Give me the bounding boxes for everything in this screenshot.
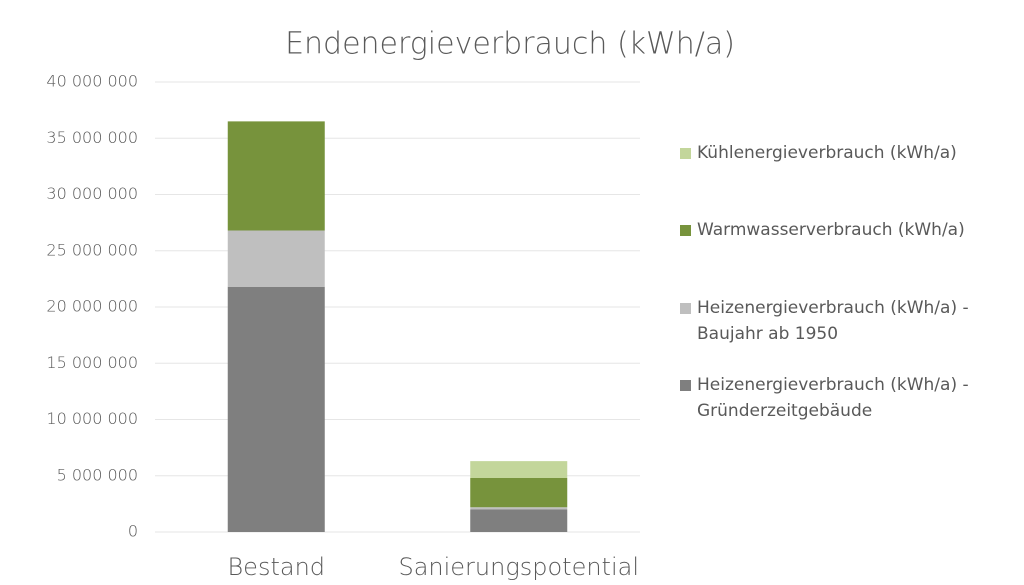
y-tick-label: 30 000 000 bbox=[46, 184, 138, 203]
legend-item: Warmwasserverbrauch (kWh/a) bbox=[680, 217, 980, 243]
chart-title: Endenergieverbrauch (kWh/a) bbox=[285, 27, 735, 62]
legend-swatch bbox=[680, 303, 691, 314]
legend-item: Heizenergieverbrauch (kWh/a) - Gründerze… bbox=[680, 372, 980, 424]
legend-swatch bbox=[680, 225, 691, 236]
y-tick-label: 35 000 000 bbox=[46, 128, 138, 147]
y-tick-label: 5 000 000 bbox=[57, 465, 138, 484]
legend-item: Heizenergieverbrauch (kWh/a) - Baujahr a… bbox=[680, 295, 980, 347]
y-tick-label: 15 000 000 bbox=[46, 353, 138, 372]
y-tick-label: 25 000 000 bbox=[46, 240, 138, 259]
bar-segment bbox=[470, 507, 568, 510]
y-tick-label: 20 000 000 bbox=[46, 297, 138, 316]
bar-segment bbox=[470, 478, 568, 508]
bar-segment bbox=[227, 230, 325, 287]
bar-segment bbox=[470, 509, 568, 532]
bar-segment bbox=[227, 121, 325, 231]
legend-swatch bbox=[680, 380, 691, 391]
bar-segment bbox=[227, 286, 325, 532]
x-tick-label: Bestand bbox=[227, 553, 325, 581]
legend-label: Warmwasserverbrauch (kWh/a) bbox=[697, 220, 965, 240]
bar-segment bbox=[470, 461, 568, 478]
legend-label: Kühlenergieverbrauch (kWh/a) bbox=[697, 143, 957, 163]
legend-label: Heizenergieverbrauch (kWh/a) - Baujahr a… bbox=[697, 298, 969, 344]
y-tick-label: 10 000 000 bbox=[46, 409, 138, 428]
legend-item: Kühlenergieverbrauch (kWh/a) bbox=[680, 140, 980, 166]
x-tick-label: Sanierungspotential bbox=[398, 553, 639, 581]
y-tick-label: 40 000 000 bbox=[46, 72, 138, 91]
legend-label: Heizenergieverbrauch (kWh/a) - Gründerze… bbox=[697, 375, 969, 421]
y-tick-label: 0 bbox=[128, 522, 138, 541]
legend-swatch bbox=[680, 148, 691, 159]
